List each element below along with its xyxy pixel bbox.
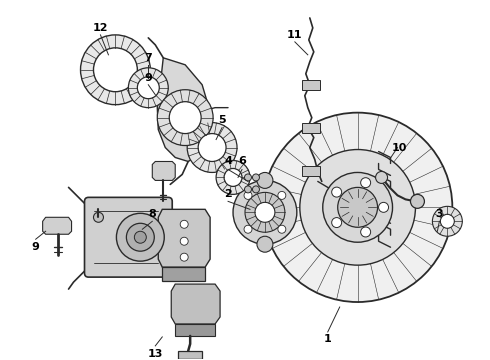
Polygon shape (178, 351, 202, 359)
Circle shape (411, 194, 424, 208)
Circle shape (375, 171, 388, 183)
Circle shape (441, 214, 454, 228)
Circle shape (257, 172, 273, 188)
Circle shape (432, 206, 462, 236)
Text: 10: 10 (392, 143, 407, 153)
Circle shape (80, 35, 150, 105)
Polygon shape (175, 324, 215, 336)
Circle shape (338, 188, 378, 227)
Polygon shape (158, 209, 210, 267)
Circle shape (157, 90, 213, 145)
Text: 11: 11 (287, 30, 303, 40)
Circle shape (252, 174, 259, 181)
Circle shape (216, 161, 250, 194)
Polygon shape (43, 217, 72, 234)
Text: 9: 9 (32, 242, 40, 252)
Polygon shape (157, 58, 210, 162)
Text: 3: 3 (436, 209, 443, 219)
Circle shape (94, 48, 137, 92)
Text: 8: 8 (148, 209, 156, 219)
Circle shape (244, 225, 252, 233)
Text: 6: 6 (238, 157, 246, 166)
Circle shape (94, 212, 103, 222)
Text: 4: 4 (224, 157, 232, 166)
Circle shape (198, 134, 226, 162)
Polygon shape (171, 284, 220, 324)
Polygon shape (302, 80, 320, 90)
Circle shape (361, 178, 370, 188)
Circle shape (245, 192, 285, 232)
Circle shape (244, 192, 252, 199)
Circle shape (126, 223, 154, 251)
Circle shape (180, 253, 188, 261)
Text: 7: 7 (145, 53, 152, 63)
Text: 13: 13 (147, 349, 163, 359)
Circle shape (255, 202, 275, 222)
Circle shape (332, 217, 342, 228)
Circle shape (224, 168, 242, 186)
Text: 1: 1 (324, 334, 332, 344)
Circle shape (300, 149, 416, 265)
Circle shape (117, 213, 164, 261)
Circle shape (332, 187, 342, 197)
Circle shape (278, 225, 286, 233)
Polygon shape (178, 359, 202, 360)
Circle shape (128, 68, 168, 108)
Polygon shape (302, 123, 320, 132)
Circle shape (278, 192, 286, 199)
Circle shape (245, 174, 251, 181)
Circle shape (169, 102, 201, 134)
FancyBboxPatch shape (84, 197, 172, 277)
Text: 2: 2 (224, 189, 232, 199)
Circle shape (379, 202, 389, 212)
Circle shape (263, 113, 452, 302)
Polygon shape (302, 166, 320, 176)
Polygon shape (152, 162, 175, 180)
Circle shape (187, 123, 237, 172)
Circle shape (233, 180, 297, 244)
Circle shape (252, 186, 259, 193)
Text: 5: 5 (218, 114, 226, 125)
Circle shape (180, 220, 188, 228)
Circle shape (137, 77, 159, 99)
Circle shape (257, 236, 273, 252)
Circle shape (361, 227, 370, 237)
Circle shape (134, 231, 147, 243)
Circle shape (180, 237, 188, 245)
Circle shape (323, 172, 392, 242)
Text: 9: 9 (145, 73, 152, 83)
Text: 12: 12 (93, 23, 108, 33)
Circle shape (245, 186, 251, 193)
Polygon shape (162, 267, 205, 281)
